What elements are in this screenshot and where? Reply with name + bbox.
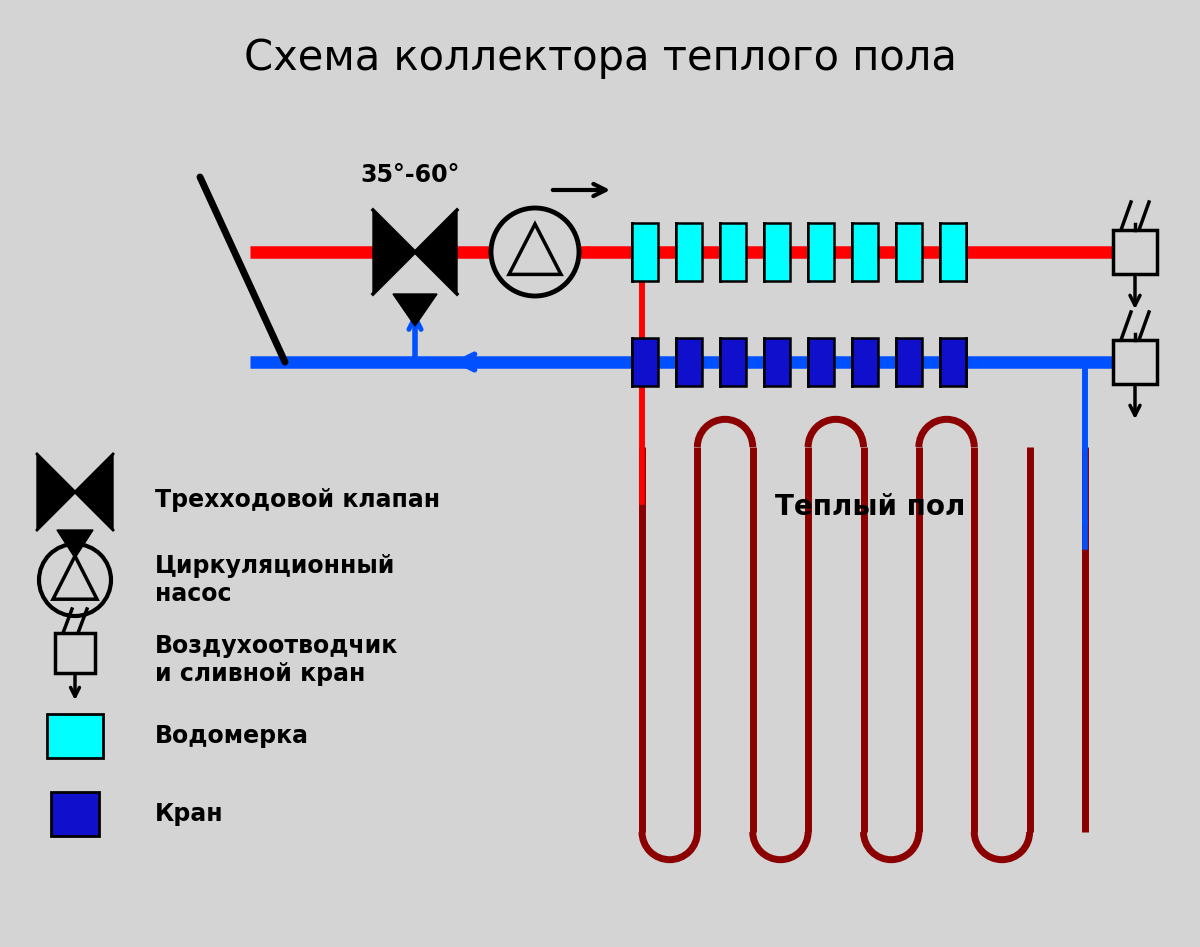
Polygon shape: [37, 454, 74, 530]
Bar: [852, 223, 878, 281]
Text: Теплый пол: Теплый пол: [775, 493, 965, 521]
Bar: [1114, 340, 1157, 384]
Bar: [808, 338, 834, 386]
Bar: [940, 338, 966, 386]
Polygon shape: [394, 294, 437, 326]
Bar: [55, 633, 95, 673]
Bar: [808, 223, 834, 281]
Text: Воздухоотводчик
и сливной кран: Воздухоотводчик и сливной кран: [155, 634, 398, 686]
Bar: [632, 338, 658, 386]
Text: Водомерка: Водомерка: [155, 724, 310, 748]
Polygon shape: [373, 210, 415, 294]
Bar: [852, 338, 878, 386]
Polygon shape: [74, 454, 113, 530]
Text: Кран: Кран: [155, 802, 223, 826]
Bar: [1114, 230, 1157, 274]
Bar: [720, 338, 746, 386]
Text: Схема коллектора теплого пола: Схема коллектора теплого пола: [244, 37, 956, 79]
Bar: [676, 338, 702, 386]
Bar: [764, 338, 790, 386]
Text: 35°-60°: 35°-60°: [360, 163, 460, 187]
Polygon shape: [58, 530, 94, 558]
Bar: [940, 223, 966, 281]
Bar: [720, 223, 746, 281]
Bar: [632, 223, 658, 281]
Text: Трехходовой клапан: Трехходовой клапан: [155, 488, 440, 512]
Polygon shape: [415, 210, 457, 294]
Bar: [50, 792, 98, 836]
Bar: [764, 223, 790, 281]
Bar: [676, 223, 702, 281]
Bar: [47, 714, 103, 758]
Text: Циркуляционный
насос: Циркуляционный насос: [155, 554, 395, 606]
Bar: [896, 338, 922, 386]
Bar: [896, 223, 922, 281]
